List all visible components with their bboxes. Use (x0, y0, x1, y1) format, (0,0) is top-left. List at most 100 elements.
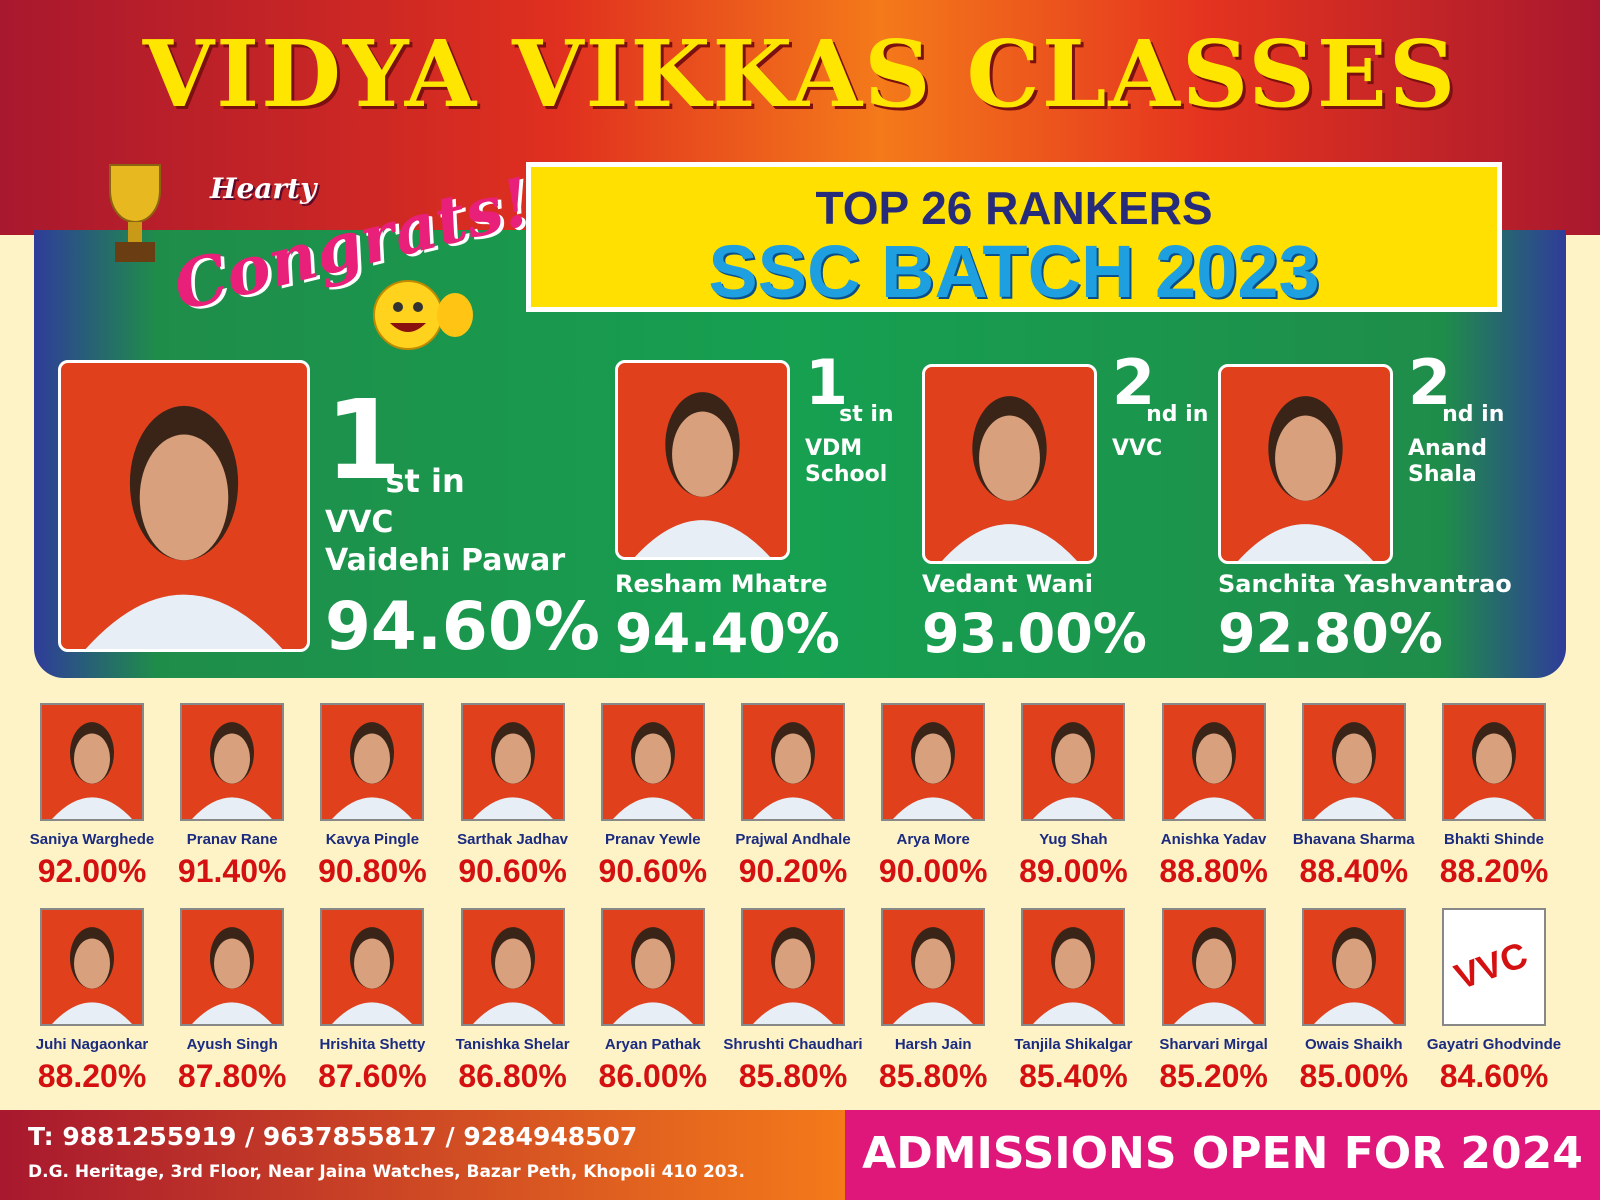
rank-suffix: st in (385, 462, 465, 500)
student-photo (1161, 908, 1266, 1026)
student-percent: 88.80% (1159, 853, 1268, 889)
student-percent: 90.20% (738, 853, 848, 889)
student-percent: 85.80% (878, 1058, 988, 1094)
student-photo (1021, 703, 1126, 821)
portrait (753, 927, 833, 1024)
student-name: Bhavana Sharma (1292, 831, 1415, 848)
student-photo (40, 703, 144, 821)
student-percent: 90.60% (598, 853, 708, 889)
student-photo (40, 908, 144, 1026)
student-percent: 90.00% (878, 853, 988, 889)
student-photo (881, 703, 986, 821)
student-photo (881, 908, 986, 1026)
topper-name: Resham Mhatre (615, 570, 828, 598)
student-name: Shrushti Chaudhari (723, 1036, 863, 1053)
topper-photo (922, 364, 1097, 564)
student-percent: 88.20% (37, 1058, 147, 1094)
student-name: Arya More (896, 831, 970, 848)
trophy-icon (109, 164, 161, 262)
rank-number: 1 (325, 376, 402, 504)
student-percent: 91.40% (177, 853, 287, 889)
rank-number: 1 (805, 346, 849, 419)
phones: T: 9881255919 / 9637855817 / 9284948507 (28, 1122, 638, 1151)
student-photo (320, 703, 425, 821)
portrait (1033, 927, 1114, 1024)
title: VIDYA VIKKAS CLASSES (142, 20, 1458, 128)
student-percent: 85.80% (738, 1058, 848, 1094)
topper-name: Vedant Wani (922, 570, 1093, 598)
student-photo (600, 703, 705, 821)
portrait (332, 927, 413, 1024)
student-percent: 86.80% (458, 1058, 567, 1094)
rank-place: VVC (1112, 436, 1163, 461)
admissions: ADMISSIONS OPEN FOR 2024 (862, 1128, 1583, 1179)
topper-percent: 92.80% (1218, 602, 1443, 665)
student-percent: 84.60% (1439, 1058, 1549, 1094)
student-percent: 88.40% (1299, 853, 1409, 889)
portrait (85, 405, 283, 649)
portrait (332, 722, 413, 819)
student-photo (741, 908, 845, 1026)
portrait (612, 722, 693, 819)
student-percent: 90.80% (318, 853, 427, 889)
student-photo (460, 703, 565, 821)
portrait (52, 927, 132, 1024)
portrait (612, 927, 693, 1024)
banner: TOP 26 RANKERS SSC BATCH 2023 (526, 162, 1502, 312)
topper-percent: 94.60% (325, 588, 600, 665)
topper-name: Vaidehi Pawar (325, 543, 566, 578)
student-photo (180, 908, 285, 1026)
student-percent: 92.00% (37, 853, 147, 889)
student-photo (1161, 703, 1266, 821)
student-name: Yug Shah (1039, 831, 1108, 848)
rank-place: Anand Shala (1408, 436, 1487, 488)
portrait (1313, 722, 1394, 819)
student-photo (320, 908, 425, 1026)
footer-right: ADMISSIONS OPEN FOR 2024 (845, 1110, 1600, 1200)
student-photo (1021, 908, 1126, 1026)
portrait (1237, 396, 1374, 561)
topper-photo (615, 360, 790, 560)
footer: T: 9881255919 / 9637855817 / 9284948507 … (0, 1110, 1600, 1200)
student-name: Harsh Jain (894, 1036, 972, 1053)
rank-number: 2 (1112, 346, 1156, 419)
student-photo (460, 908, 565, 1026)
student-photo (600, 908, 705, 1026)
student-percent: 85.20% (1159, 1058, 1268, 1094)
topper-percent: 94.40% (615, 602, 840, 665)
rank-number: 2 (1408, 346, 1452, 419)
rank-place: VDM School (805, 436, 888, 488)
student-name: Hrishita Shetty (319, 1036, 426, 1053)
portrait (893, 722, 974, 819)
student-photo (1442, 703, 1546, 821)
portrait (893, 927, 974, 1024)
student-name: Gayatri Ghodvinde (1426, 1036, 1562, 1053)
hearty-text: Hearty (210, 172, 317, 205)
student-name: Owais Shaikh (1305, 1036, 1403, 1053)
student-name: Juhi Nagaonkar (35, 1036, 149, 1053)
student-name: Tanjila Shikalgar (1014, 1036, 1133, 1053)
portrait (472, 722, 553, 819)
portrait (1454, 722, 1534, 819)
student-name: Sarthak Jadhav (457, 831, 569, 848)
rank-suffix: st in (839, 402, 894, 427)
rank-place: VVC (325, 505, 394, 540)
student-name: Sharvari Mirgal (1159, 1036, 1268, 1053)
student-percent: 87.60% (318, 1058, 427, 1094)
student-percent: 90.60% (458, 853, 567, 889)
topper-name: Sanchita Yashvantrao (1218, 570, 1512, 598)
student-photo (1301, 908, 1406, 1026)
student-photo (1301, 703, 1406, 821)
emoji-icon (373, 280, 473, 350)
student-name: Anishka Yadav (1160, 831, 1267, 848)
banner-line1: TOP 26 RANKERS (815, 182, 1213, 234)
portrait (1173, 722, 1254, 819)
student-name: Aryan Pathak (604, 1036, 701, 1053)
student-name: Bhakti Shinde (1443, 831, 1544, 848)
portrait (52, 722, 132, 819)
student-percent: 87.80% (177, 1058, 287, 1094)
student-percent: 85.40% (1019, 1058, 1128, 1094)
portrait (1033, 722, 1114, 819)
portrait (192, 722, 273, 819)
